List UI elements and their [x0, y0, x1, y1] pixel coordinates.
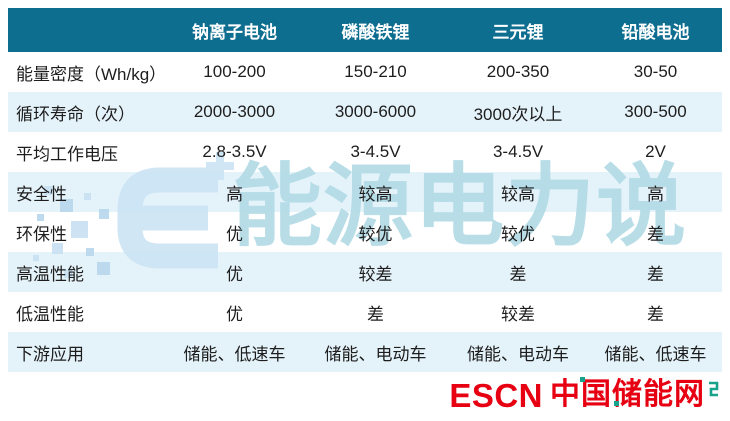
row-label: 下游应用 — [16, 344, 84, 364]
table-cell: 3000-6000 — [334, 102, 417, 121]
escn-wordmark: ESCN — [449, 376, 543, 414]
row-label: 循环寿命（次） — [16, 104, 135, 124]
table-cell: 高 — [226, 184, 243, 204]
table-cell: 差 — [367, 304, 384, 324]
table-cell: 300-500 — [624, 102, 687, 121]
table-cell: 差 — [647, 224, 664, 244]
row-label: 低温性能 — [16, 304, 84, 324]
table-cell: 较高 — [501, 184, 535, 204]
table-cell: 较优 — [358, 224, 393, 244]
table-row: 能量密度（Wh/kg） 100-200 150-210 200-350 30-5… — [8, 52, 722, 92]
table-cell: 2V — [645, 142, 666, 161]
table-row: 安全性 高 较高 较高 高 — [8, 172, 722, 212]
logo-hook-mark-icon — [709, 381, 719, 396]
column-header-lead-acid: 铅酸电池 — [621, 22, 690, 42]
table-cell: 差 — [647, 304, 664, 324]
table-cell: 200-350 — [486, 62, 550, 81]
escn-logo: ESCN 中国储能网 — [449, 376, 720, 414]
row-label: 安全性 — [16, 184, 67, 204]
table-cell: 优 — [226, 264, 243, 284]
table-cell: 储能、低速车 — [183, 344, 286, 364]
column-header-ternary: 三元锂 — [492, 22, 544, 42]
table-cell: 3000次以上 — [473, 104, 563, 124]
zebra-stripe — [8, 92, 722, 132]
table-row: 平均工作电压 2.8-3.5V 3-4.5V 3-4.5V 2V — [8, 132, 722, 172]
table-cell: 较差 — [501, 304, 535, 324]
table-row: 低温性能 优 差 较差 差 — [8, 292, 722, 332]
site-name-text: 中国储能网 — [550, 378, 705, 411]
battery-comparison-table: 钠离子电池 磷酸铁锂 三元锂 铅酸电池 能量密度（Wh/kg） 100-200 … — [8, 8, 722, 372]
row-label: 能量密度（Wh/kg） — [16, 64, 167, 84]
table-cell: 150-210 — [344, 62, 407, 81]
table-header-background — [8, 8, 722, 52]
zebra-stripe — [8, 332, 722, 372]
table-cell: 优 — [226, 304, 243, 324]
table-row: 环保性 优 较优 较优 差 — [8, 212, 722, 252]
table-cell: 储能、低速车 — [604, 344, 707, 364]
table-cell: 2.8-3.5V — [202, 142, 267, 161]
logo-accent-dot-icon — [580, 377, 585, 382]
table-row: 循环寿命（次） 2000-3000 3000-6000 3000次以上 300-… — [8, 92, 722, 132]
table-cell: 储能、电动车 — [324, 344, 427, 364]
table-cell: 2000-3000 — [193, 102, 276, 121]
logo-accent-dot-icon — [614, 401, 619, 406]
row-label: 平均工作电压 — [16, 144, 118, 164]
table-cell: 较差 — [358, 264, 393, 284]
table-cell: 30-50 — [633, 62, 678, 81]
table-cell: 优 — [226, 224, 243, 244]
column-header-lfp: 磷酸铁锂 — [341, 22, 410, 42]
table-cell: 储能、电动车 — [467, 344, 569, 364]
table-cell: 100-200 — [203, 62, 266, 81]
table-row: 高温性能 优 较差 差 差 — [8, 252, 722, 292]
row-label: 环保性 — [16, 224, 67, 244]
header-row: 钠离子电池 磷酸铁锂 三元锂 铅酸电池 — [8, 8, 722, 52]
table-cell: 较高 — [358, 184, 393, 204]
table-cell: 3-4.5V — [350, 142, 401, 161]
site-name: 中国储能网 — [550, 377, 705, 411]
table-cell: 较优 — [501, 224, 535, 244]
table-row: 下游应用 储能、低速车 储能、电动车 储能、电动车 储能、低速车 — [8, 332, 722, 372]
table-cell: 高 — [647, 184, 664, 204]
column-header-sodium-ion: 钠离子电池 — [192, 22, 277, 42]
row-label: 高温性能 — [16, 264, 84, 284]
table-cell: 差 — [647, 264, 664, 284]
table-cell: 差 — [509, 264, 527, 284]
table-cell: 3-4.5V — [492, 142, 544, 161]
column-header-blank — [8, 8, 165, 52]
